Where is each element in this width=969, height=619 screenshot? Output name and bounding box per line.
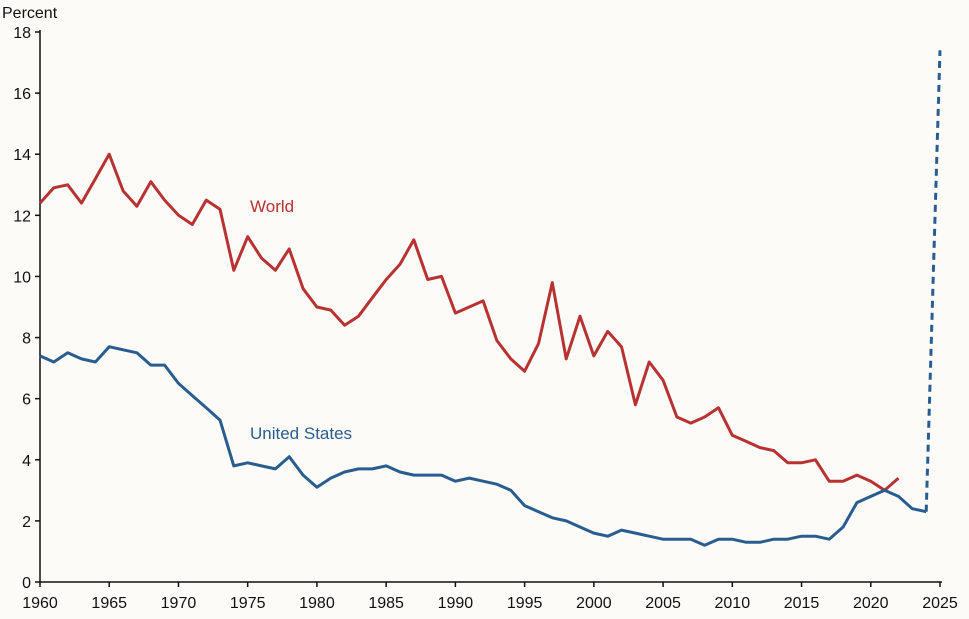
y-tick-label: 16 [13, 86, 31, 103]
x-tick-label: 2005 [645, 595, 681, 612]
series-projection-united-states [924, 50, 942, 512]
axes: 0 2 4 6 8 10 12 14 16 18 1960 1965 1970 1975 1980 1985 1… [13, 25, 958, 612]
x-tick-label: 2015 [784, 595, 820, 612]
x-tick-label: 1995 [507, 595, 543, 612]
y-tick-label: 8 [22, 331, 31, 348]
y-tick-label: 14 [13, 147, 31, 164]
y-tick-label: 4 [22, 453, 31, 470]
x-tick-label: 2000 [576, 595, 612, 612]
series-label-united-states: United States [250, 424, 352, 443]
x-tick-label: 1985 [368, 595, 404, 612]
y-tick-label: 18 [13, 25, 31, 42]
x-tick-label: 1960 [22, 595, 58, 612]
x-tick-label: 1975 [230, 595, 266, 612]
x-tick-label: 1970 [161, 595, 197, 612]
series-line-united-states [39, 345, 927, 547]
y-axis-label: Percent [2, 5, 58, 22]
y-tick-label: 10 [13, 269, 31, 286]
x-tick-label: 2020 [853, 595, 889, 612]
y-tick-label: 12 [13, 208, 31, 225]
x-tick-label: 2010 [715, 595, 751, 612]
x-tick-label: 1980 [299, 595, 335, 612]
y-tick-label: 2 [22, 514, 31, 531]
y-tick-label: 6 [22, 392, 31, 409]
series-group [38, 50, 942, 547]
x-tick-label: 2025 [922, 595, 958, 612]
series-label-world: World [250, 197, 294, 216]
x-tick-label: 1965 [91, 595, 127, 612]
y-tick-label: 0 [22, 575, 31, 592]
series-line-world [38, 152, 900, 492]
x-tick-label: 1990 [438, 595, 474, 612]
